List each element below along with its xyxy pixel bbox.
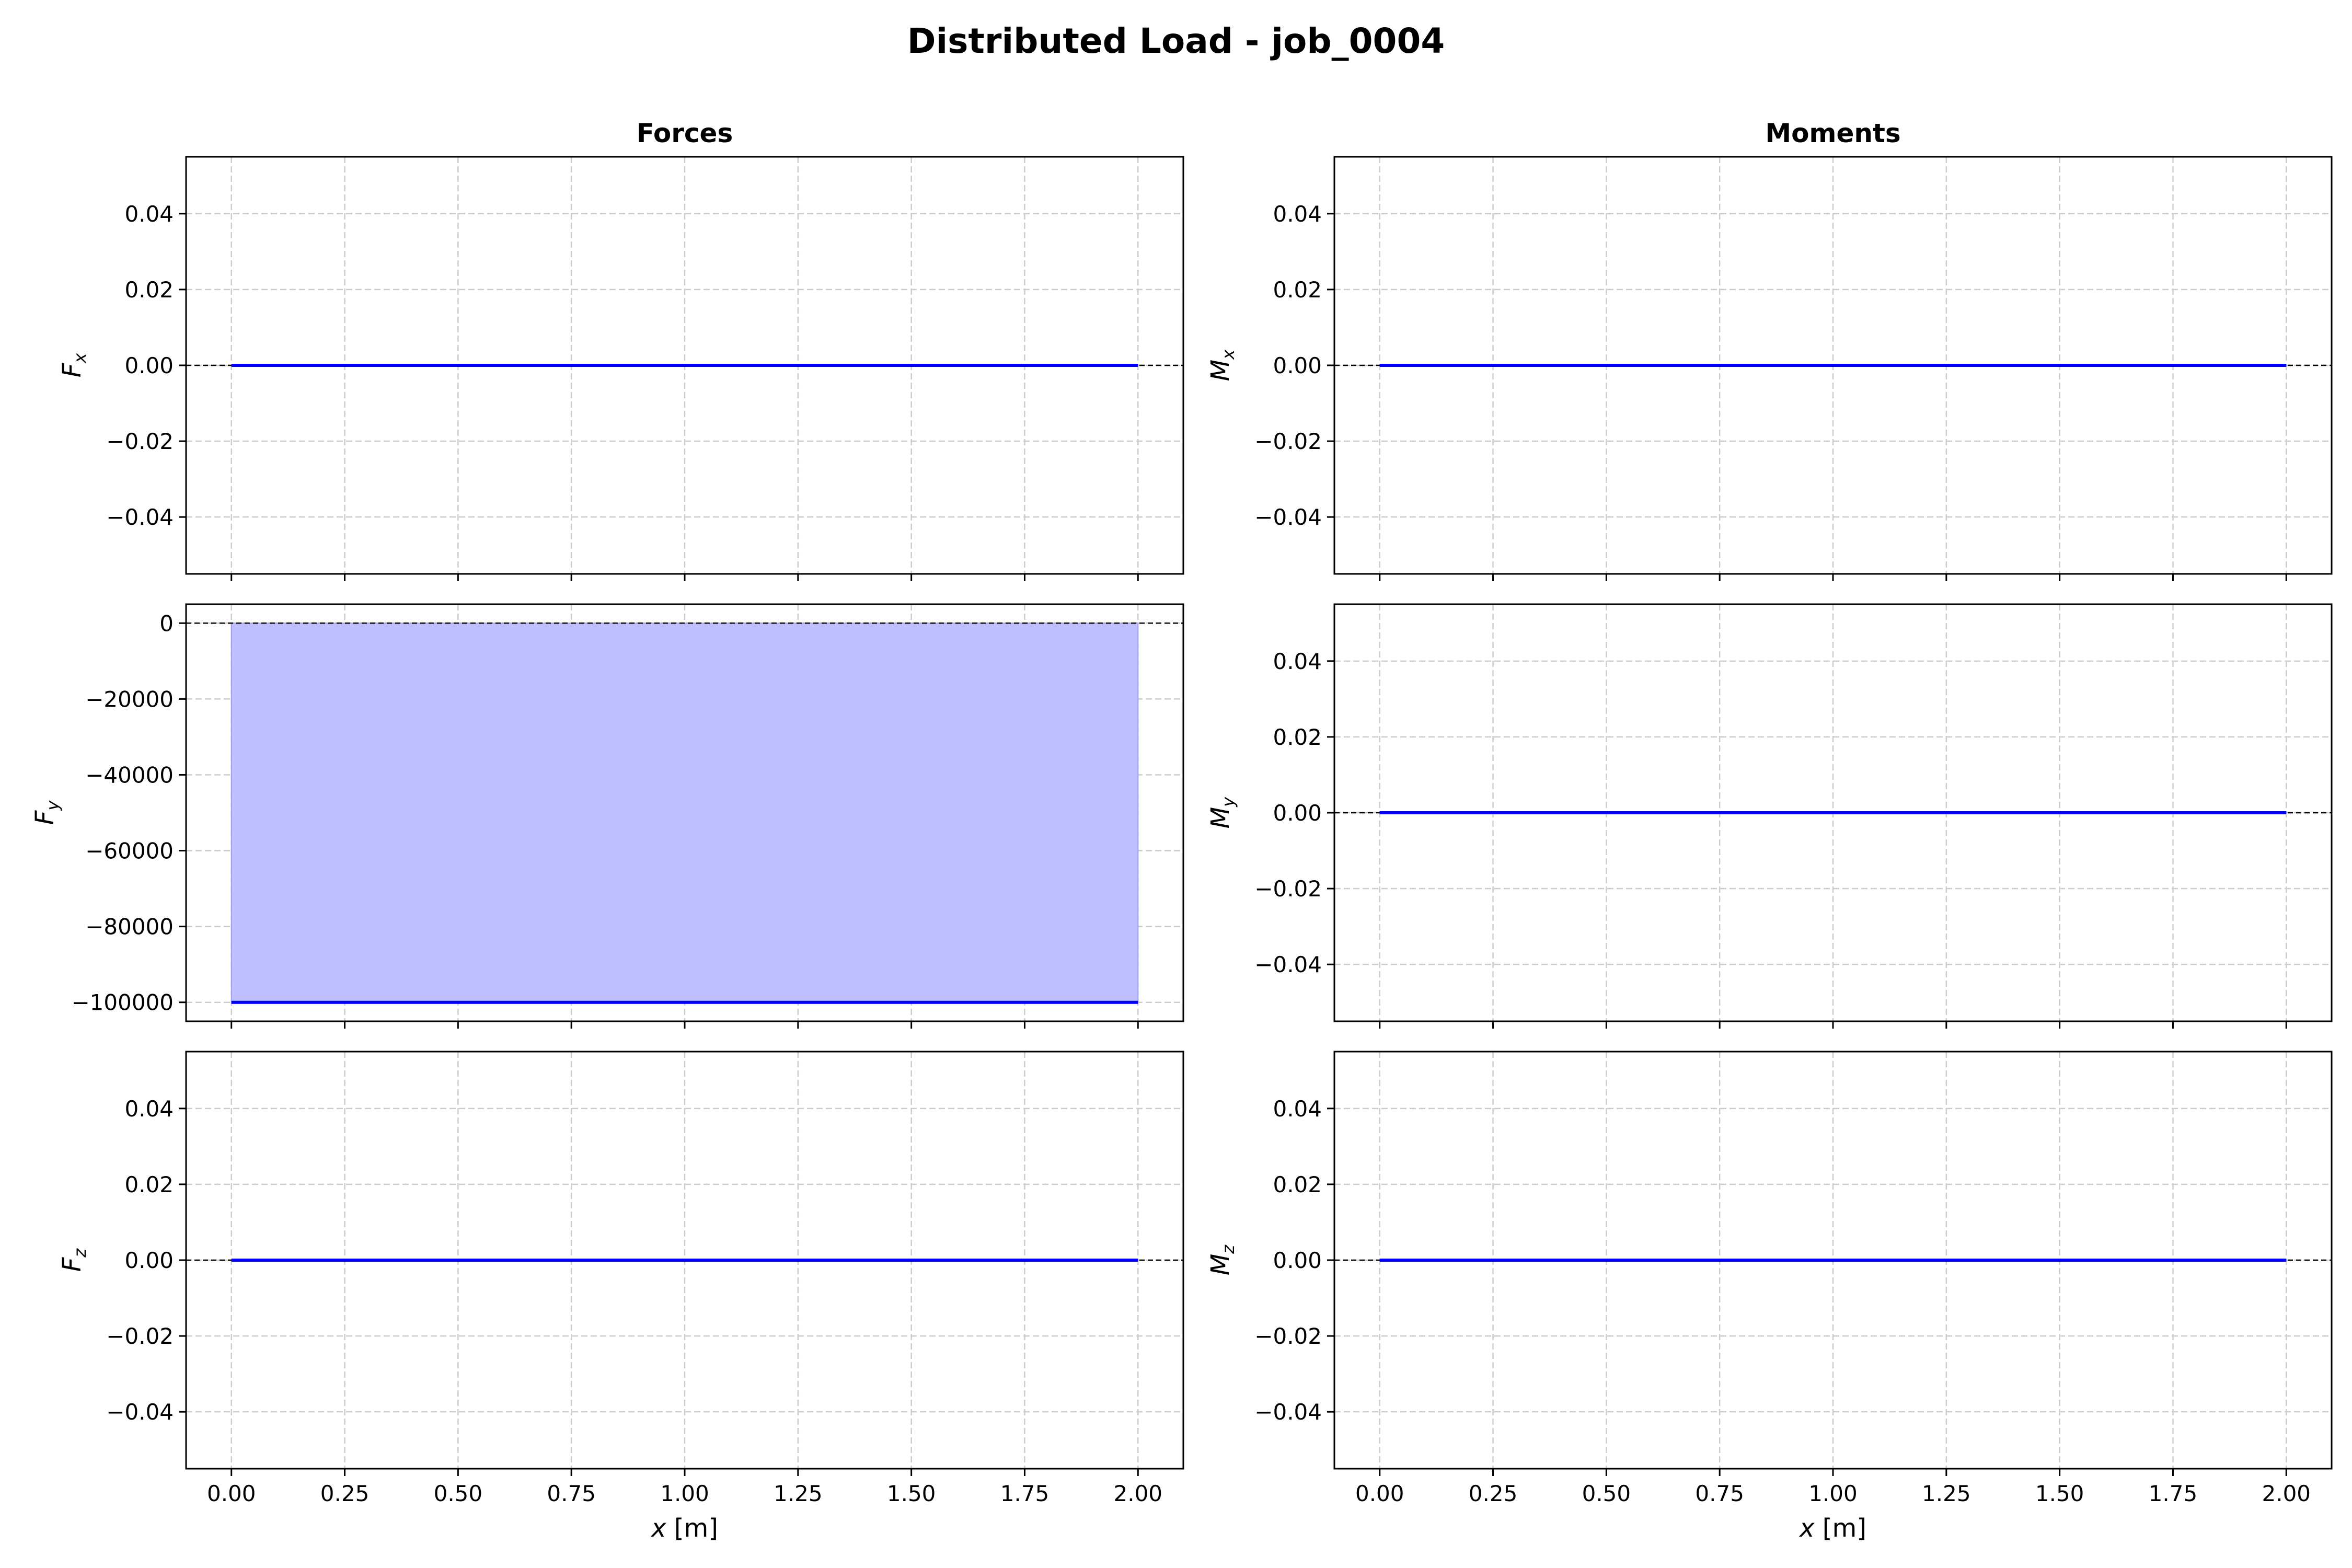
x-tick-label: 0.25 [1469, 1481, 1518, 1506]
y-tick-label: −0.04 [1254, 1399, 1322, 1425]
chart-panel-fy: 0 −20000 −40000 −60000 −80000 −100000 Fy [30, 603, 1184, 1029]
y-tick-label: −0.02 [106, 429, 174, 454]
y-tick-label: −0.04 [1254, 952, 1322, 977]
y-axis-label: Fx [57, 353, 90, 378]
x-tick-label: 0.00 [1355, 1481, 1404, 1506]
y-tick-label: 0.02 [1273, 1172, 1322, 1197]
fill-area [230, 622, 1139, 1003]
y-tick-label: −0.02 [1254, 876, 1322, 902]
x-tick-label: 2.00 [2262, 1481, 2311, 1506]
x-tick-label: 0.25 [320, 1481, 370, 1506]
y-tick-label: −80000 [85, 914, 174, 940]
x-tick-label: 2.00 [1114, 1481, 1163, 1506]
y-tick-label: 0.02 [1273, 724, 1322, 750]
x-axis-label: x [m] [650, 1514, 718, 1543]
y-tick-label: −0.02 [1254, 429, 1322, 454]
chart-panel-my: 0.04 0.02 0.00 −0.02 −0.04 My [1206, 603, 2333, 1029]
x-axis-label: x [m] [1798, 1514, 1866, 1543]
y-axis-label: Fy [30, 800, 63, 825]
column-title: Forces [637, 118, 733, 148]
y-tick-label: 0 [159, 610, 174, 636]
y-tick-label: 0.00 [124, 353, 174, 378]
x-tick-label: 0.75 [1695, 1481, 1744, 1506]
x-tick-label: 1.75 [1000, 1481, 1050, 1506]
x-tick-label: 1.50 [2035, 1481, 2084, 1506]
figure-title: Distributed Load - job_0004 [907, 21, 1445, 61]
y-tick-label: 0.04 [1273, 201, 1322, 227]
y-tick-label: 0.02 [124, 1172, 174, 1197]
y-tick-label: −100000 [71, 990, 174, 1016]
x-tick-label: 1.25 [1922, 1481, 1971, 1506]
x-tick-label: 1.00 [660, 1481, 709, 1506]
x-tick-label: 0.75 [547, 1481, 596, 1506]
y-axis-label: Mx [1206, 349, 1238, 381]
y-axis-label: Mz [1206, 1244, 1238, 1275]
y-tick-label: −0.02 [1254, 1323, 1322, 1349]
x-tick-label: 1.00 [1808, 1481, 1858, 1506]
x-tick-label: 1.75 [2149, 1481, 2198, 1506]
y-tick-label: 0.02 [124, 277, 174, 303]
x-tick-label: 0.50 [1582, 1481, 1631, 1506]
x-tick-label: 0.00 [207, 1481, 256, 1506]
y-tick-label: 0.04 [124, 1096, 174, 1122]
y-tick-label: 0.02 [1273, 277, 1322, 303]
y-tick-label: 0.00 [1273, 1248, 1322, 1273]
x-tick-label: 1.25 [774, 1481, 823, 1506]
y-tick-label: 0.04 [1273, 1096, 1322, 1122]
y-axis-label: Fz [57, 1248, 90, 1272]
y-tick-label: 0.00 [1273, 353, 1322, 378]
y-axis-label: My [1206, 797, 1238, 828]
x-tick-label: 0.50 [434, 1481, 483, 1506]
y-tick-label: −20000 [85, 686, 174, 712]
y-tick-label: −0.04 [1254, 504, 1322, 530]
column-title: Moments [1765, 118, 1900, 148]
y-tick-label: −0.04 [106, 1399, 174, 1425]
y-tick-label: 0.04 [124, 201, 174, 227]
y-tick-label: 0.00 [1273, 800, 1322, 826]
y-tick-label: 0.00 [124, 1248, 174, 1273]
chart-panel-fz: 0.00 0.25 0.50 0.75 1.00 1.25 1.50 1.75 2.00 0.04… [57, 1051, 1184, 1543]
y-tick-label: −40000 [85, 762, 174, 788]
x-tick-label: 1.50 [887, 1481, 936, 1506]
chart-panel-mz: 0.00 0.25 0.50 0.75 1.00 1.25 1.50 1.75 2.00 0.04… [1206, 1051, 2333, 1543]
chart-panel-mx: 0.04 0.02 0.00 −0.02 −0.04 Mx Moments [1206, 118, 2333, 581]
y-tick-label: −60000 [85, 838, 174, 864]
y-tick-label: 0.04 [1273, 649, 1322, 674]
y-tick-label: −0.02 [106, 1323, 174, 1349]
y-tick-label: −0.04 [106, 504, 174, 530]
chart-panel-fx: 0.04 0.02 0.00 −0.02 −0.04 Fx Forces [57, 118, 1184, 581]
